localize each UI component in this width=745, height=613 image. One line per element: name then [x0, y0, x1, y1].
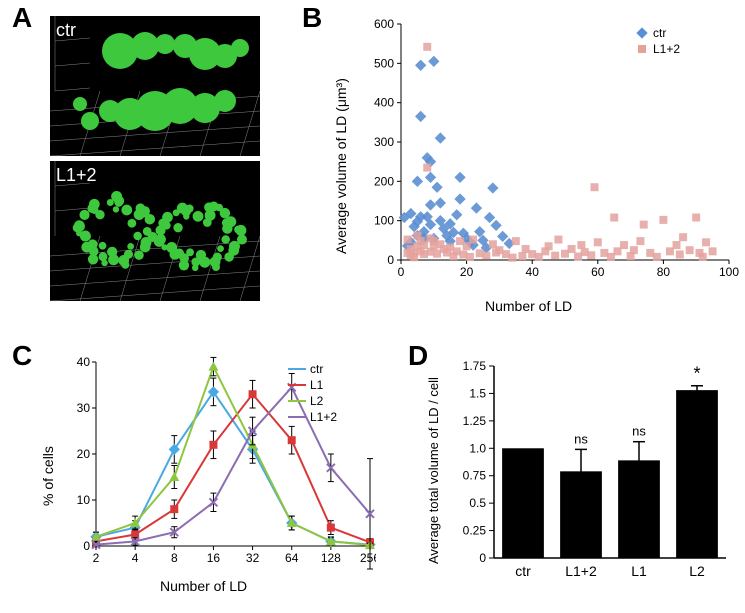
panel-b-legend: ctr L1+2 — [635, 24, 680, 58]
svg-text:1.0: 1.0 — [469, 441, 486, 455]
micrograph-ctr-svg — [50, 16, 260, 156]
svg-text:500: 500 — [374, 56, 394, 70]
svg-text:100: 100 — [374, 214, 394, 228]
svg-text:20: 20 — [460, 265, 474, 279]
svg-text:1.75: 1.75 — [463, 359, 487, 373]
panel-d-bars: 0 0.25 0.5 0.75 1.0 1.25 1.5 1.75 ctr ns L1+2 ns L1 *… — [452, 356, 732, 586]
svg-text:ctr: ctr — [515, 563, 531, 579]
legend-b-l12: L1+2 — [635, 42, 680, 56]
panel-d: Average total volume of LD / cell 00.250… — [430, 356, 735, 606]
svg-text:400: 400 — [374, 96, 394, 110]
svg-text:128: 128 — [321, 551, 341, 565]
panel-c-label: C — [12, 340, 32, 372]
svg-text:1.5: 1.5 — [469, 386, 486, 400]
panel-c: % of cells 010203040248163264128256 Numb… — [40, 356, 380, 606]
svg-text:300: 300 — [374, 135, 394, 149]
panel-b-label: B — [302, 2, 322, 34]
svg-text:0: 0 — [387, 253, 394, 267]
svg-text:30: 30 — [77, 401, 91, 415]
svg-text:0: 0 — [398, 265, 405, 279]
svg-text:0.25: 0.25 — [463, 524, 487, 538]
svg-text:L1+2: L1+2 — [565, 563, 597, 579]
panel-c-legend: ctr L1 L2 L1+2 — [288, 360, 337, 426]
svg-text:ns: ns — [632, 424, 646, 439]
svg-text:0: 0 — [83, 539, 90, 553]
svg-text:80: 80 — [657, 265, 671, 279]
panel-b: Average volume of LD (μm³) 0100200300400… — [335, 16, 735, 316]
legend-b-l12-label: L1+2 — [653, 42, 680, 56]
svg-text:32: 32 — [246, 551, 260, 565]
svg-text:16: 16 — [207, 551, 221, 565]
panel-b-ylabel: Average volume of LD (μm³) — [333, 66, 349, 266]
svg-text:20: 20 — [77, 447, 91, 461]
svg-text:L1: L1 — [631, 563, 647, 579]
svg-text:256: 256 — [360, 551, 376, 565]
micrograph-l12: L1+2 — [50, 161, 260, 301]
micrograph-ctr: ctr — [50, 16, 260, 156]
panel-c-ylabel: % of cells — [40, 416, 56, 536]
svg-text:8: 8 — [171, 551, 178, 565]
svg-text:1.25: 1.25 — [463, 414, 487, 428]
svg-text:0: 0 — [479, 551, 486, 565]
svg-text:600: 600 — [374, 17, 394, 31]
panel-b-scatter: 0 100 200 300 400 500 600 0 20 40 60 80 100 — [359, 16, 739, 296]
legend-b-ctr: ctr — [635, 26, 680, 40]
micrograph-l12-label: L1+2 — [56, 165, 97, 186]
panel-b-xlabel: Number of LD — [485, 298, 572, 314]
svg-text:60: 60 — [591, 265, 605, 279]
svg-text:0.75: 0.75 — [463, 469, 487, 483]
svg-text:L2: L2 — [689, 563, 705, 579]
svg-text:40: 40 — [77, 356, 91, 369]
svg-text:2: 2 — [93, 551, 100, 565]
svg-text:10: 10 — [77, 493, 91, 507]
legend-c-0: ctr — [288, 362, 337, 376]
svg-text:0.5: 0.5 — [469, 496, 486, 510]
micrograph-ctr-label: ctr — [56, 20, 76, 41]
svg-text:*: * — [693, 364, 700, 384]
legend-c-2: L2 — [288, 394, 337, 408]
legend-c-1: L1 — [288, 378, 337, 392]
legend-c-3: L1+2 — [288, 410, 337, 424]
svg-text:4: 4 — [132, 551, 139, 565]
svg-text:40: 40 — [526, 265, 540, 279]
legend-b-ctr-label: ctr — [653, 26, 666, 40]
svg-text:ns: ns — [574, 431, 588, 446]
panel-a-label: A — [12, 2, 32, 34]
panel-d-ylabel: Average total volume of LD / cell — [426, 366, 441, 576]
svg-text:64: 64 — [285, 551, 299, 565]
svg-text:100: 100 — [719, 265, 739, 279]
svg-text:200: 200 — [374, 174, 394, 188]
panel-c-xlabel: Number of LD — [160, 578, 247, 594]
